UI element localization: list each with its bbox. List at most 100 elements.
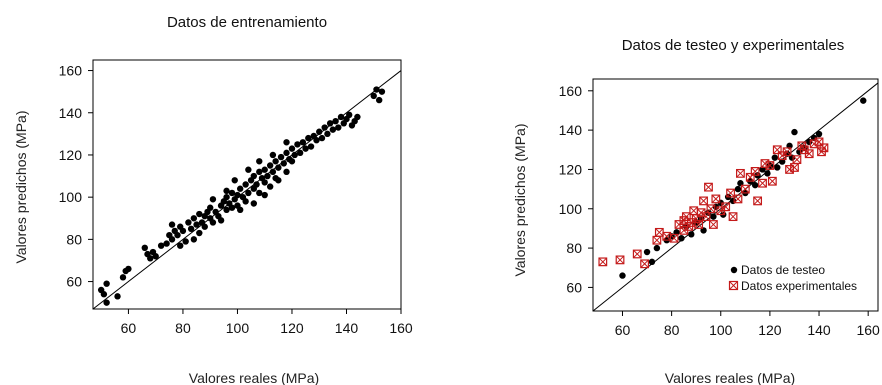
training-point [250, 200, 258, 207]
test-point [710, 213, 717, 220]
test-x-tick-label: 100 [709, 322, 733, 338]
training-point [337, 113, 345, 121]
test-x-tick-label: 160 [856, 322, 880, 338]
experimental-point [598, 257, 608, 267]
test-point [815, 130, 823, 138]
experimental-point [704, 182, 713, 192]
training-point [256, 168, 263, 176]
training-point [318, 134, 326, 142]
test-point [764, 170, 771, 177]
test-y-tick-label: 60 [566, 279, 582, 295]
training-point [288, 145, 296, 152]
experimental-point [654, 227, 664, 237]
experimental-point [669, 233, 679, 243]
test-x-tick-label: 120 [758, 322, 782, 338]
experimental-point [750, 167, 760, 176]
training-point [182, 238, 189, 245]
training-point [209, 219, 217, 226]
training-y-axis-label: Valores predichos (MPa) [13, 110, 29, 263]
test-axes: 60 80 100 120 140 160 60 80 100 120 140 160 [559, 82, 880, 338]
training-point [190, 215, 198, 222]
experimental-point [706, 204, 716, 214]
training-point [299, 139, 307, 146]
training-x-tick-label: 140 [335, 320, 359, 336]
test-y-axis-label: Valores predichos (MPa) [512, 123, 528, 276]
legend-label-experimentales: Datos experimentales [741, 279, 857, 293]
training-point [174, 231, 181, 239]
training-point [196, 229, 203, 237]
training-point [147, 255, 154, 262]
training-x-tick-label: 80 [175, 320, 191, 336]
training-point [266, 162, 274, 169]
experimental-point [689, 206, 699, 216]
training-point [316, 128, 323, 135]
test-point [653, 244, 661, 252]
test-y-tick-label: 80 [566, 240, 582, 256]
training-plot-frame [92, 59, 402, 310]
experimental-point [726, 188, 735, 198]
experimental-point [767, 176, 777, 186]
test-point [734, 185, 742, 193]
training-point [119, 274, 127, 281]
training-point [307, 143, 315, 150]
test-point [619, 272, 626, 279]
training-point [228, 204, 236, 211]
training-point [242, 198, 249, 205]
test-point [791, 128, 798, 136]
experimental-point [760, 159, 770, 168]
training-point [193, 221, 200, 228]
experimental-point [792, 155, 802, 165]
experimental-point [632, 249, 642, 259]
training-x-axis-label: Valores reales (MPa) [189, 370, 319, 385]
test-plot-frame [592, 78, 879, 312]
experimental-point [652, 235, 662, 245]
experimental-point [711, 194, 721, 204]
training-point [326, 120, 334, 127]
training-point [261, 179, 268, 186]
experimental-point [736, 168, 745, 178]
training-point [236, 206, 244, 214]
training-point [294, 141, 301, 148]
training-point [335, 124, 342, 131]
experimental-point [765, 161, 775, 170]
training-point [177, 242, 184, 249]
test-point [771, 154, 779, 161]
experimental-point [782, 147, 792, 157]
training-point [223, 206, 230, 214]
training-point [288, 158, 296, 165]
test-point [774, 164, 781, 171]
training-x-tick-label: 120 [280, 320, 304, 336]
training-point [168, 221, 176, 228]
training-point [373, 86, 380, 93]
legend-marker-testeo [730, 266, 738, 274]
experimental-point [809, 139, 819, 149]
training-y-tick-label: 160 [59, 63, 83, 79]
training-point [250, 172, 258, 180]
training-chart-title: Datos de entrenamiento [167, 14, 327, 31]
training-point [275, 177, 282, 184]
training-point [272, 158, 279, 165]
training-point [207, 204, 214, 211]
test-chart-title: Datos de testeo y experimentales [622, 37, 845, 54]
training-point [375, 96, 383, 104]
training-point [125, 265, 132, 273]
training-point [269, 168, 277, 176]
test-chart: Datos de testeo y experimentales Valores… [512, 37, 880, 385]
training-point [280, 160, 287, 167]
training-point [324, 130, 331, 138]
training-point [228, 189, 236, 197]
training-point [332, 117, 339, 125]
training-point [217, 217, 225, 224]
legend-label-testeo: Datos de testeo [741, 263, 825, 277]
experimental-point [694, 220, 704, 229]
training-chart: Datos de entrenamiento Valores reales (M… [13, 14, 413, 385]
training-point [283, 139, 290, 146]
training-point [236, 185, 244, 192]
training-point [242, 181, 249, 188]
training-y-tick-label: 80 [66, 231, 82, 247]
training-point [234, 191, 241, 199]
training-point [190, 236, 198, 243]
test-point [860, 97, 867, 104]
training-point [114, 293, 121, 300]
test-y-tick-label: 120 [559, 161, 583, 177]
